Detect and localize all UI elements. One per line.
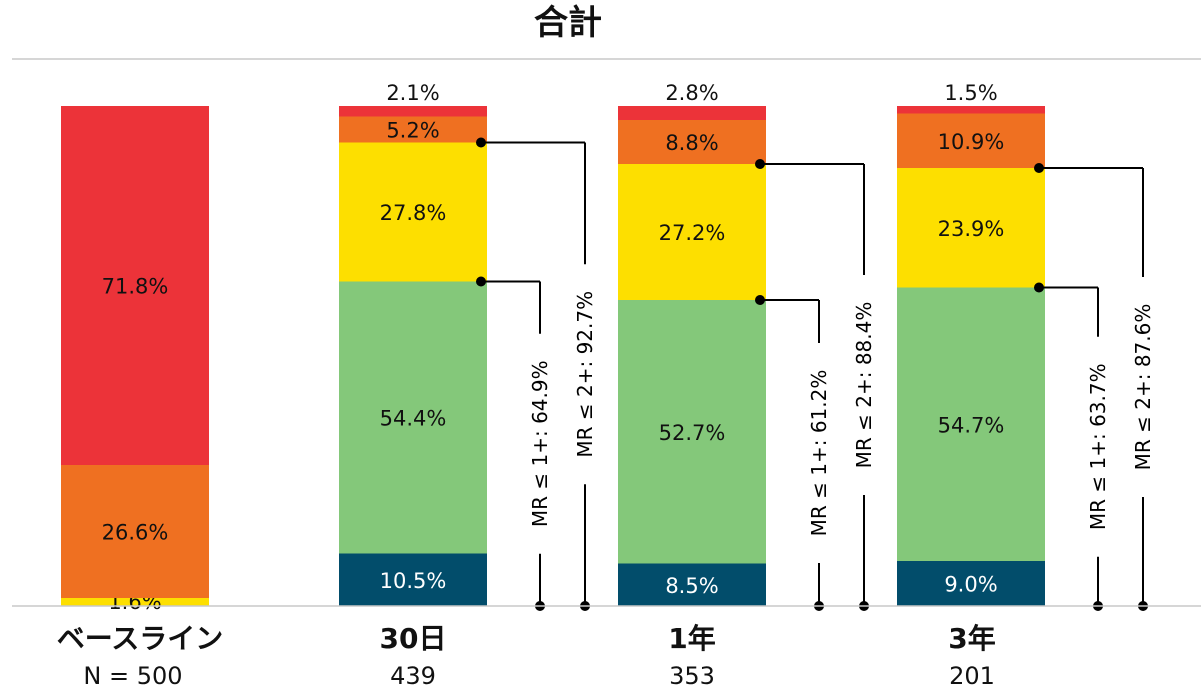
bracket-label: MR ≤ 1+: 61.2% [807,370,831,537]
bar-segment [897,106,1045,114]
bracket-label: MR ≤ 1+: 63.7% [1086,363,1110,530]
category-label: 1年 [668,622,715,655]
category-label: 30日 [380,622,447,655]
segment-value-label: 54.4% [380,407,447,431]
bar-segment [61,106,209,465]
segment-value-label: 8.5% [665,574,718,598]
segment-value-label: 71.8% [102,275,169,299]
segment-value-label: 26.6% [102,521,169,545]
segment-value-label: 52.7% [659,421,726,445]
chart-title: 合計 [534,3,602,43]
category-n-label: 353 [669,662,715,690]
bar-segment [897,113,1045,168]
bar-segment [339,553,487,606]
segment-value-label: 1.5% [944,81,997,105]
segment-value-label: 5.2% [386,119,439,143]
bar-segment [618,563,766,606]
bar-segment [339,142,487,282]
segment-value-label: 2.1% [386,81,439,105]
bar-segment [339,281,487,554]
bar-segment [897,561,1045,606]
segment-value-label: 23.9% [938,217,1005,241]
bar-segment [339,116,487,143]
bar-segment [618,120,766,164]
category-label: 3年 [948,622,995,655]
segment-value-label: 54.7% [938,413,1005,437]
category-labels-group: ベースライン N = 500 30日 439 1年 353 3年 201 [57,622,996,690]
bracket-label: MR ≤ 2+: 87.6% [1131,304,1155,471]
bracket-label: MR ≤ 2+: 88.4% [852,302,876,469]
category-n-label: 439 [390,662,436,690]
segment-value-label: 2.8% [665,81,718,105]
bar-segment [618,164,766,300]
bar-segment [61,465,209,598]
bar-segment [897,287,1045,561]
bar-segment [61,598,209,606]
category-n-label: 201 [949,662,995,690]
bracket-label: MR ≤ 2+: 92.7% [573,291,597,458]
segment-value-label: 8.8% [665,131,718,155]
bars-group: 1.6%26.6%71.8%10.5%54.4%27.8%5.2%2.1%8.5… [61,81,1045,614]
bar-segment [897,168,1045,288]
bracket-label: MR ≤ 1+: 64.9% [528,360,552,527]
segment-value-label: 10.5% [380,569,447,593]
segment-value-label: 10.9% [938,130,1005,154]
category-n-label: N = 500 [83,662,182,690]
bar-segment [618,106,766,120]
segment-value-label: 9.0% [944,573,997,597]
segment-value-label: 27.8% [380,201,447,225]
category-label: ベースライン [57,622,224,655]
brackets-group: MR ≤ 1+: 64.9% MR ≤ 2+: 92.7% MR ≤ 1+: 61.… [476,137,1155,611]
bar-segment [618,300,766,564]
segment-value-label: 27.2% [659,221,726,245]
bar-segment [339,106,487,117]
